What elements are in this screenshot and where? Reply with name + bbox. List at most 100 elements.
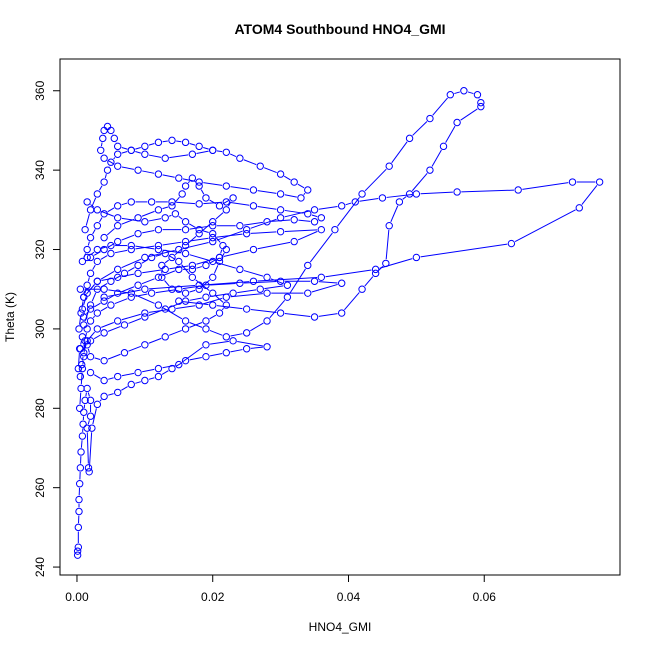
data-point [161,154,169,162]
series-line-segment [243,159,257,166]
data-point [78,360,86,369]
series-line-segment [108,289,128,294]
data-point [317,273,326,282]
series-line-segment [432,97,448,116]
data-point [107,301,115,309]
series-line-segment [188,223,196,228]
y-axis-label: Theta (K) [3,292,17,342]
data-point [78,432,87,440]
data-point [242,329,251,337]
series-line-segment [141,259,149,264]
x-axis-label: HNO4_GMI [309,620,372,634]
data-point [134,281,142,289]
data-point [283,281,292,289]
data-point [141,285,149,293]
series-line-segment [194,180,197,184]
series-line-segment [135,147,141,150]
series-line-segment [121,147,128,150]
data-point [477,98,485,107]
data-point [209,257,217,266]
data-point [86,352,95,361]
data-point [181,241,190,250]
data-point [175,174,183,182]
series-line-segment [270,278,284,285]
series-line-segment [283,175,291,181]
series-line-segment [189,357,202,361]
data-point [113,289,122,297]
series-line-segment [168,329,182,336]
data-point [154,301,163,309]
data-point [107,126,115,135]
data-point [215,253,224,262]
series-line-segment [289,268,306,294]
data-point [460,87,468,95]
series-line-segment [244,280,277,284]
series-line-segment [210,283,236,286]
series-line-segment [91,292,97,302]
series-line-segment [94,357,101,360]
data-point [78,364,87,373]
data-point [141,309,149,317]
series-line-segment [162,206,169,210]
y-tick-label: 240 [33,557,47,577]
series-line-segment [101,210,114,217]
series-line-segment [230,186,250,190]
series-line-segment [188,236,197,244]
series-line-segment [514,209,576,243]
data-point [171,210,180,218]
data-point [99,134,107,143]
data-point [181,182,190,190]
series-line-segment [345,202,352,206]
data-series [76,241,292,353]
series-line-segment [420,191,453,195]
data-point [236,265,244,274]
series-line-segment [93,374,101,379]
series-line-segment [121,313,141,321]
series-line-segment [237,289,257,294]
data-point [195,285,203,293]
data-point [371,269,380,278]
data-point [141,341,149,349]
series-line-segment [161,306,183,320]
series-line-segment [114,249,128,254]
data-point [222,148,231,156]
data-point [81,396,89,405]
data-point [351,198,359,206]
series-line-segment [454,91,460,95]
series-line-segment [121,234,135,241]
data-point [337,202,346,210]
data-point [93,285,102,293]
data-point [290,216,298,224]
data-point [154,364,163,373]
series-line-segment [164,280,170,287]
data-point [188,261,197,270]
data-point [310,313,319,321]
data-point [127,146,135,154]
series-line-segment [203,281,250,286]
series-line-segment [215,236,221,243]
series-line-segment [92,264,96,270]
series-line-segment [100,306,108,312]
series-line-segment [168,302,182,309]
series-line-segment [148,143,155,146]
series-line-segment [79,392,82,405]
data-point [195,182,203,190]
series-line-segment [104,174,107,179]
x-tick-label: 0.00 [65,590,89,604]
series-line-segment [203,230,209,233]
data-point [358,285,366,293]
data-point [473,91,482,99]
series-line-segment [155,289,175,294]
data-point [181,225,190,234]
data-point [113,222,122,230]
series-line-segment [344,292,360,311]
series-line-segment [412,121,428,136]
data-point [202,325,210,333]
data-point [113,202,122,210]
data-point [93,222,102,230]
data-point [229,337,237,345]
data-point [209,237,217,246]
series-line-segment [134,294,155,304]
data-point [76,345,85,353]
data-point [74,543,83,551]
